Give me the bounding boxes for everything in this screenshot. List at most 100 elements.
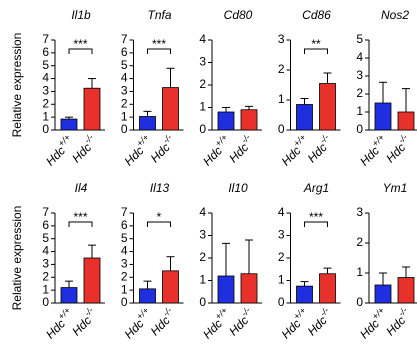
y-tick-label: 0 bbox=[42, 122, 49, 136]
bar bbox=[319, 273, 336, 304]
y-tick-label: 4 bbox=[42, 71, 49, 85]
bar bbox=[217, 111, 235, 131]
y-tick-label: 4 bbox=[278, 205, 285, 219]
y-tick-label: 1 bbox=[356, 265, 363, 279]
y-tick-label: 1 bbox=[121, 282, 128, 296]
panel-title: Il1b bbox=[71, 8, 91, 22]
panel-title: Il10 bbox=[228, 181, 248, 195]
y-tick-label: 3 bbox=[356, 205, 363, 219]
bar bbox=[83, 257, 101, 304]
y-tick-label: 2 bbox=[42, 96, 49, 110]
y-tick-label: 2 bbox=[121, 96, 128, 110]
x-tick-label: Hdc+/+ bbox=[120, 132, 156, 168]
y-tick-label: 0 bbox=[121, 122, 128, 136]
y-tick-label: 3 bbox=[121, 84, 128, 98]
x-tick-label: Hdc-/- bbox=[224, 305, 257, 338]
y-tick-label: 4 bbox=[356, 50, 363, 64]
y-tick-label: 3 bbox=[121, 257, 128, 271]
y-tick-label: 6 bbox=[121, 45, 128, 59]
x-tick-label: Hdc+/+ bbox=[277, 305, 313, 341]
significance-bracket bbox=[304, 48, 328, 54]
x-tick-label: Hdc-/- bbox=[146, 132, 179, 165]
bar bbox=[60, 118, 78, 131]
y-tick-label: 7 bbox=[42, 32, 49, 46]
significance-label: * bbox=[157, 210, 162, 224]
y-tick-label: 3 bbox=[278, 32, 285, 46]
panel-title: Ym1 bbox=[383, 181, 408, 195]
y-tick-label: 4 bbox=[121, 71, 128, 85]
panel-title: Tnfa bbox=[147, 8, 171, 22]
bar bbox=[139, 288, 156, 304]
y-tick-label: 2 bbox=[356, 235, 363, 249]
y-tick-label: 7 bbox=[42, 205, 49, 219]
y-tick-label: 1 bbox=[121, 109, 128, 123]
y-tick-label: 1 bbox=[199, 273, 206, 287]
y-tick-label: 1 bbox=[356, 104, 363, 118]
y-tick-label: 7 bbox=[121, 205, 128, 219]
y-axis-label: Relative expression bbox=[10, 206, 24, 311]
x-tick-label: Hdc-/- bbox=[67, 132, 100, 165]
bar bbox=[240, 109, 258, 131]
y-tick-label: 5 bbox=[42, 58, 49, 72]
x-tick-label: Hdc-/- bbox=[303, 305, 336, 338]
y-tick-label: 4 bbox=[121, 244, 128, 258]
y-tick-label: 5 bbox=[121, 58, 128, 72]
y-tick-label: 0 bbox=[356, 295, 363, 309]
significance-bracket bbox=[304, 221, 328, 227]
y-tick-label: 0 bbox=[278, 295, 285, 309]
y-tick-label: 0 bbox=[356, 122, 363, 136]
significance-label: *** bbox=[73, 210, 87, 224]
bar bbox=[397, 277, 415, 304]
y-tick-label: 1 bbox=[199, 100, 206, 114]
y-tick-label: 6 bbox=[42, 218, 49, 232]
y-tick-label: 0 bbox=[121, 295, 128, 309]
panel-title: Cd86 bbox=[302, 8, 331, 22]
bar bbox=[139, 116, 156, 131]
x-tick-label: Hdc-/- bbox=[67, 305, 100, 338]
y-tick-label: 4 bbox=[199, 205, 206, 219]
significance-bracket bbox=[147, 221, 171, 227]
x-tick-label: Hdc-/- bbox=[381, 305, 414, 338]
x-tick-label: Hdc+/+ bbox=[277, 132, 313, 168]
significance-label: *** bbox=[73, 37, 87, 51]
y-tick-label: 2 bbox=[356, 86, 363, 100]
bar bbox=[217, 275, 235, 304]
x-tick-label: Hdc+/+ bbox=[120, 305, 156, 341]
significance-label: *** bbox=[152, 37, 166, 51]
y-tick-label: 0 bbox=[278, 122, 285, 136]
x-tick-label: Hdc+/+ bbox=[198, 132, 234, 168]
bar bbox=[296, 104, 313, 131]
y-tick-label: 2 bbox=[278, 250, 285, 264]
y-tick-label: 3 bbox=[42, 84, 49, 98]
bar bbox=[374, 284, 392, 304]
y-tick-label: 2 bbox=[42, 269, 49, 283]
y-tick-label: 0 bbox=[199, 122, 206, 136]
y-tick-label: 0 bbox=[42, 295, 49, 309]
significance-bracket bbox=[147, 48, 171, 54]
panel-title: Arg1 bbox=[303, 181, 329, 195]
y-tick-label: 2 bbox=[199, 77, 206, 91]
y-tick-label: 6 bbox=[121, 218, 128, 232]
x-tick-label: Hdc+/+ bbox=[355, 132, 391, 168]
y-tick-label: 1 bbox=[278, 273, 285, 287]
y-tick-label: 6 bbox=[42, 45, 49, 59]
bar bbox=[60, 287, 78, 304]
y-tick-label: 2 bbox=[199, 250, 206, 264]
y-tick-label: 2 bbox=[121, 269, 128, 283]
bar bbox=[296, 285, 313, 304]
y-tick-label: 4 bbox=[199, 32, 206, 46]
y-tick-label: 1 bbox=[278, 92, 285, 106]
x-tick-label: Hdc+/+ bbox=[41, 132, 77, 168]
panel-title: Nos2 bbox=[381, 8, 409, 22]
x-tick-label: Hdc-/- bbox=[381, 132, 414, 165]
y-tick-label: 3 bbox=[356, 68, 363, 82]
y-tick-label: 5 bbox=[121, 231, 128, 245]
y-axis-label: Relative expression bbox=[10, 33, 24, 138]
x-tick-label: Hdc-/- bbox=[146, 305, 179, 338]
significance-bracket bbox=[68, 48, 93, 54]
panel-title: Il4 bbox=[75, 181, 88, 195]
significance-bracket bbox=[68, 221, 93, 227]
y-tick-label: 3 bbox=[199, 55, 206, 69]
y-tick-label: 7 bbox=[121, 32, 128, 46]
significance-label: *** bbox=[309, 210, 323, 224]
